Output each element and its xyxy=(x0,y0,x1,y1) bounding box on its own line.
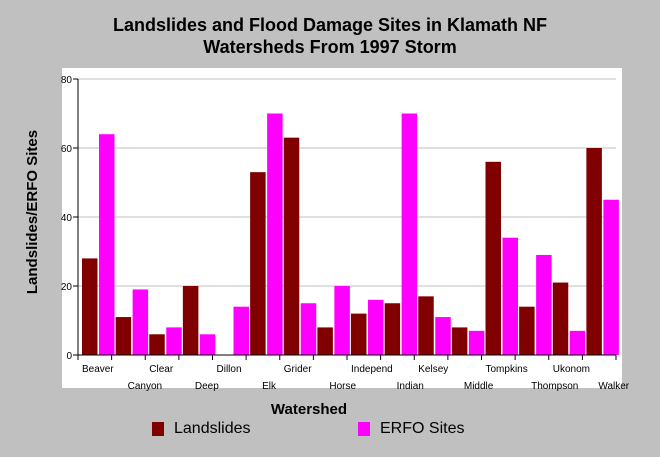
legend-swatch-landslides xyxy=(152,422,164,436)
bar-erfo-sites-tompkins xyxy=(502,237,518,355)
y-tick-label-80: 80 xyxy=(61,75,73,86)
legend-label-erfo-sites: ERFO Sites xyxy=(380,420,465,437)
legend-label-landslides: Landslides xyxy=(174,420,251,437)
y-axis-label: Landslides/ERFO Sites xyxy=(24,130,41,294)
x-tick-label-clear: Clear xyxy=(149,364,174,375)
bar-erfo-sites-grider xyxy=(300,303,317,355)
y-tick-labels: 0 20 40 60 80 xyxy=(61,75,73,362)
y-tick-label-40: 40 xyxy=(61,213,73,224)
x-tick-label-kelsey: Kelsey xyxy=(418,364,448,375)
x-tick-label-deep: Deep xyxy=(195,381,219,392)
bar-landslides-beaver xyxy=(82,258,98,355)
bar-landslides-indian xyxy=(384,303,401,355)
x-axis-label: Watershed xyxy=(271,401,347,418)
legend-item-landslides: Landslides xyxy=(152,420,251,438)
bar-erfo-sites-walker xyxy=(603,199,619,355)
y-tick-label-0: 0 xyxy=(66,351,72,362)
x-tick-label-horse: Horse xyxy=(329,381,356,392)
bar-erfo-sites-ukonom xyxy=(569,330,586,355)
bar-erfo-sites-kelsey xyxy=(435,317,451,355)
x-tick-labels: Beaver Canyon Clear Deep Dillon Elk Grider Hors… xyxy=(82,364,630,392)
chart-title-line-1: Landslides and Flood Damage Sites in Kla… xyxy=(112,15,548,35)
bar-erfo-sites-middle xyxy=(468,330,485,355)
bar-landslides-grider xyxy=(283,137,300,355)
bar-landslides-tompkins xyxy=(485,161,501,355)
axes xyxy=(73,78,617,360)
legend-item-erfo-sites: ERFO Sites xyxy=(358,420,464,438)
bar-erfo-sites-canyon xyxy=(132,289,149,355)
x-tick-label-walker: Walker xyxy=(598,381,629,392)
bar-landslides-independ xyxy=(351,313,367,355)
bar-landslides-kelsey xyxy=(418,296,434,355)
chart-title: Landslides and Flood Damage Sites in Kla… xyxy=(0,14,660,58)
x-tick-label-tompkins: Tompkins xyxy=(486,364,528,375)
legend: Landslides ERFO Sites xyxy=(0,420,660,444)
legend-swatch-erfo-sites xyxy=(358,422,370,436)
bar-landslides-thompson xyxy=(519,306,535,355)
x-tick-label-dillon: Dillon xyxy=(217,364,242,375)
bar-erfo-sites-beaver xyxy=(99,134,115,355)
x-tick-label-indian: Indian xyxy=(397,381,424,392)
bar-landslides-deep xyxy=(182,286,199,355)
bar-erfo-sites-clear xyxy=(166,327,182,355)
x-tick-label-thompson: Thompson xyxy=(531,381,578,392)
y-tick-label-20: 20 xyxy=(61,282,73,293)
bar-landslides-walker xyxy=(586,148,602,355)
x-tick-label-middle: Middle xyxy=(464,381,494,392)
x-tick-label-canyon: Canyon xyxy=(128,381,162,392)
bar-landslides-ukonom xyxy=(552,282,569,355)
bar-landslides-horse xyxy=(317,327,333,355)
bars xyxy=(82,113,619,355)
bar-erfo-sites-independ xyxy=(368,299,384,355)
chart-title-line-2: Watersheds From 1997 Storm xyxy=(203,37,457,57)
x-tick-label-grider: Grider xyxy=(284,364,312,375)
y-tick-label-60: 60 xyxy=(61,144,73,155)
bar-erfo-sites-elk xyxy=(267,113,283,355)
x-tick-label-independ: Independ xyxy=(351,364,393,375)
x-tick-label-ukonom: Ukonom xyxy=(553,364,590,375)
bar-erfo-sites-indian xyxy=(401,113,418,355)
x-tick-label-beaver: Beaver xyxy=(82,364,114,375)
bar-erfo-sites-horse xyxy=(334,286,350,355)
bar-chart: 0 20 40 60 80 Beaver Canyon Clear Deep Dillon Elk… xyxy=(24,68,630,418)
bar-landslides-middle xyxy=(451,327,468,355)
bar-erfo-sites-thompson xyxy=(536,254,552,355)
bar-landslides-canyon xyxy=(115,317,132,355)
bar-landslides-elk xyxy=(250,172,266,355)
bar-erfo-sites-dillon xyxy=(233,306,249,355)
bar-erfo-sites-deep xyxy=(199,334,216,355)
bar-landslides-clear xyxy=(149,334,165,355)
x-tick-label-elk: Elk xyxy=(262,381,277,392)
